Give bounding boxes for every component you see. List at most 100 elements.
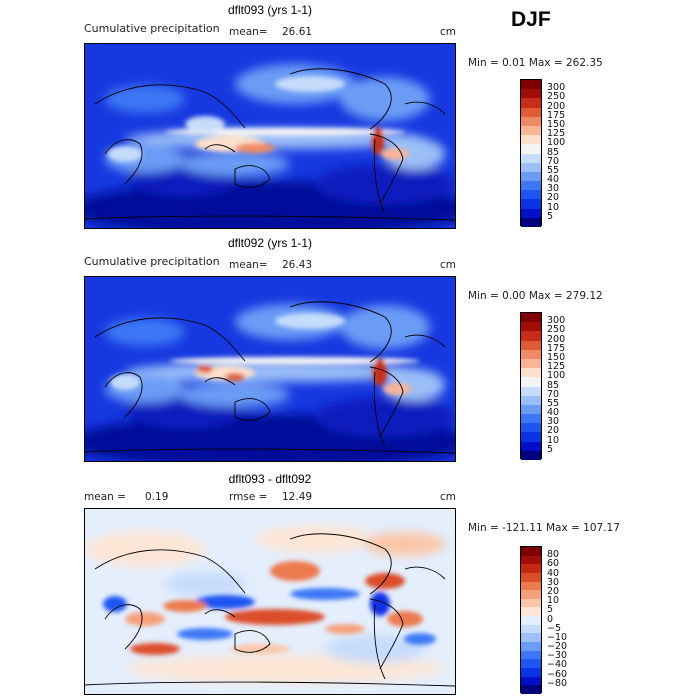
colorbar-tick-label: 100	[547, 137, 566, 149]
colorbar-swatch	[521, 313, 541, 323]
colorbar-swatch	[521, 432, 541, 442]
colorbar-tick-label: 0	[547, 613, 554, 625]
colorbar-swatch	[521, 162, 541, 172]
colorbar-tick-label: 300	[547, 82, 566, 94]
colorbar-swatch	[521, 116, 541, 126]
colorbar-tick-label: 125	[547, 361, 566, 373]
colorbar-swatch	[521, 153, 541, 163]
colorbar-swatch	[521, 590, 541, 599]
colorbar-tick-label: −20	[547, 641, 568, 653]
colorbar-tick-label: 40	[547, 567, 560, 579]
colorbar-tick-label: 100	[547, 370, 566, 382]
panel3-mean-value: 0.19	[145, 491, 169, 503]
colorbar-swatch	[521, 181, 541, 191]
colorbar-swatch	[521, 144, 541, 154]
colorbar-swatch	[521, 441, 541, 451]
colorbar-tick-label: 55	[547, 397, 560, 409]
colorbar-tick-label: −10	[547, 631, 568, 643]
colorbar-swatch	[521, 190, 541, 200]
colorbar-tick-label: 80	[547, 549, 560, 561]
colorbar-tick-label: 85	[547, 146, 560, 158]
colorbar-swatch	[521, 208, 541, 218]
panel2-unit: cm	[440, 259, 457, 271]
colorbar-swatch	[521, 358, 541, 369]
colorbar-swatch	[521, 676, 541, 686]
panel3-difference-field	[85, 509, 455, 694]
colorbar-swatch	[521, 107, 541, 117]
colorbar-tick-label: 250	[547, 91, 566, 103]
colorbar-tick-label: 60	[547, 558, 560, 570]
colorbar-tick-label: 70	[547, 388, 560, 400]
panel3-rmse-label: rmse =	[229, 491, 268, 503]
colorbar-swatch	[521, 135, 541, 145]
colorbar-tick-label: 20	[547, 585, 560, 597]
colorbar-swatch	[521, 650, 541, 660]
colorbar-swatch	[521, 98, 541, 108]
colorbar-tick-label: 5	[547, 443, 554, 455]
panel3-title: dflt093 - dflt092	[228, 472, 312, 486]
colorbar-swatch	[521, 340, 541, 350]
colorbar-tick-label: 10	[547, 595, 560, 607]
panel3-colorbar	[520, 546, 542, 694]
colorbar-swatch	[521, 564, 541, 573]
colorbar-swatch	[521, 171, 541, 182]
colorbar-swatch	[521, 199, 541, 209]
panel2-mean-value: 26.43	[282, 259, 313, 271]
colorbar-swatch	[521, 659, 541, 668]
panel3-rmse-value: 12.49	[282, 491, 313, 503]
colorbar-swatch	[521, 667, 541, 677]
colorbar-tick-label: 150	[547, 118, 566, 130]
panel1-subtitle: Cumulative precipitation	[84, 22, 220, 35]
panel2-map	[84, 276, 456, 462]
colorbar-swatch	[521, 368, 541, 378]
colorbar-swatch	[521, 450, 541, 460]
colorbar-swatch	[521, 377, 541, 387]
colorbar-swatch	[521, 624, 541, 634]
panel3-minmax: Min = -121.11 Max = 107.17	[468, 522, 620, 534]
season-label: DJF	[511, 8, 551, 31]
colorbar-tick-label: 175	[547, 109, 566, 121]
panel1-precip-field	[85, 44, 455, 228]
colorbar-swatch	[521, 80, 541, 90]
colorbar-swatch	[521, 217, 541, 227]
colorbar-tick-label: 200	[547, 100, 566, 112]
colorbar-swatch	[521, 581, 541, 591]
colorbar-tick-label: −60	[547, 668, 568, 680]
colorbar-tick-label: 250	[547, 324, 566, 336]
panel1-title: dflt093 (yrs 1-1)	[227, 3, 313, 17]
colorbar-swatch	[521, 685, 541, 694]
colorbar-tick-label: 30	[547, 576, 560, 588]
colorbar-swatch	[521, 607, 541, 617]
colorbar-tick-label: 125	[547, 128, 566, 140]
colorbar-tick-label: 85	[547, 379, 560, 391]
colorbar-tick-label: −5	[547, 622, 562, 634]
panel1-coastlines	[85, 68, 455, 221]
colorbar-tick-label: 300	[547, 315, 566, 327]
panel2-colorbar	[520, 312, 542, 460]
colorbar-tick-label: −80	[547, 677, 568, 689]
panel2-coastlines	[85, 301, 455, 454]
colorbar-swatch	[521, 572, 541, 582]
colorbar-tick-label: 20	[547, 192, 560, 204]
colorbar-swatch	[521, 404, 541, 415]
panel1-mean-label: mean=	[229, 26, 268, 38]
colorbar-tick-label: 20	[547, 425, 560, 437]
colorbar-swatch	[521, 547, 541, 556]
colorbar-tick-label: 55	[547, 164, 560, 176]
panel1-mean-value: 26.61	[282, 26, 313, 38]
panel2-subtitle: Cumulative precipitation	[84, 255, 220, 268]
colorbar-swatch	[521, 89, 541, 99]
colorbar-swatch	[521, 322, 541, 332]
panel1-minmax: Min = 0.01 Max = 262.35	[468, 57, 603, 69]
colorbar-tick-label: 200	[547, 333, 566, 345]
colorbar-tick-label: 175	[547, 342, 566, 354]
colorbar-swatch	[521, 395, 541, 405]
colorbar-swatch	[521, 642, 541, 651]
colorbar-tick-label: 30	[547, 416, 560, 428]
colorbar-tick-label: 10	[547, 201, 560, 213]
colorbar-swatch	[521, 349, 541, 359]
colorbar-swatch	[521, 125, 541, 136]
colorbar-swatch	[521, 555, 541, 565]
colorbar-tick-label: 70	[547, 155, 560, 167]
colorbar-tick-label: −30	[547, 650, 568, 662]
